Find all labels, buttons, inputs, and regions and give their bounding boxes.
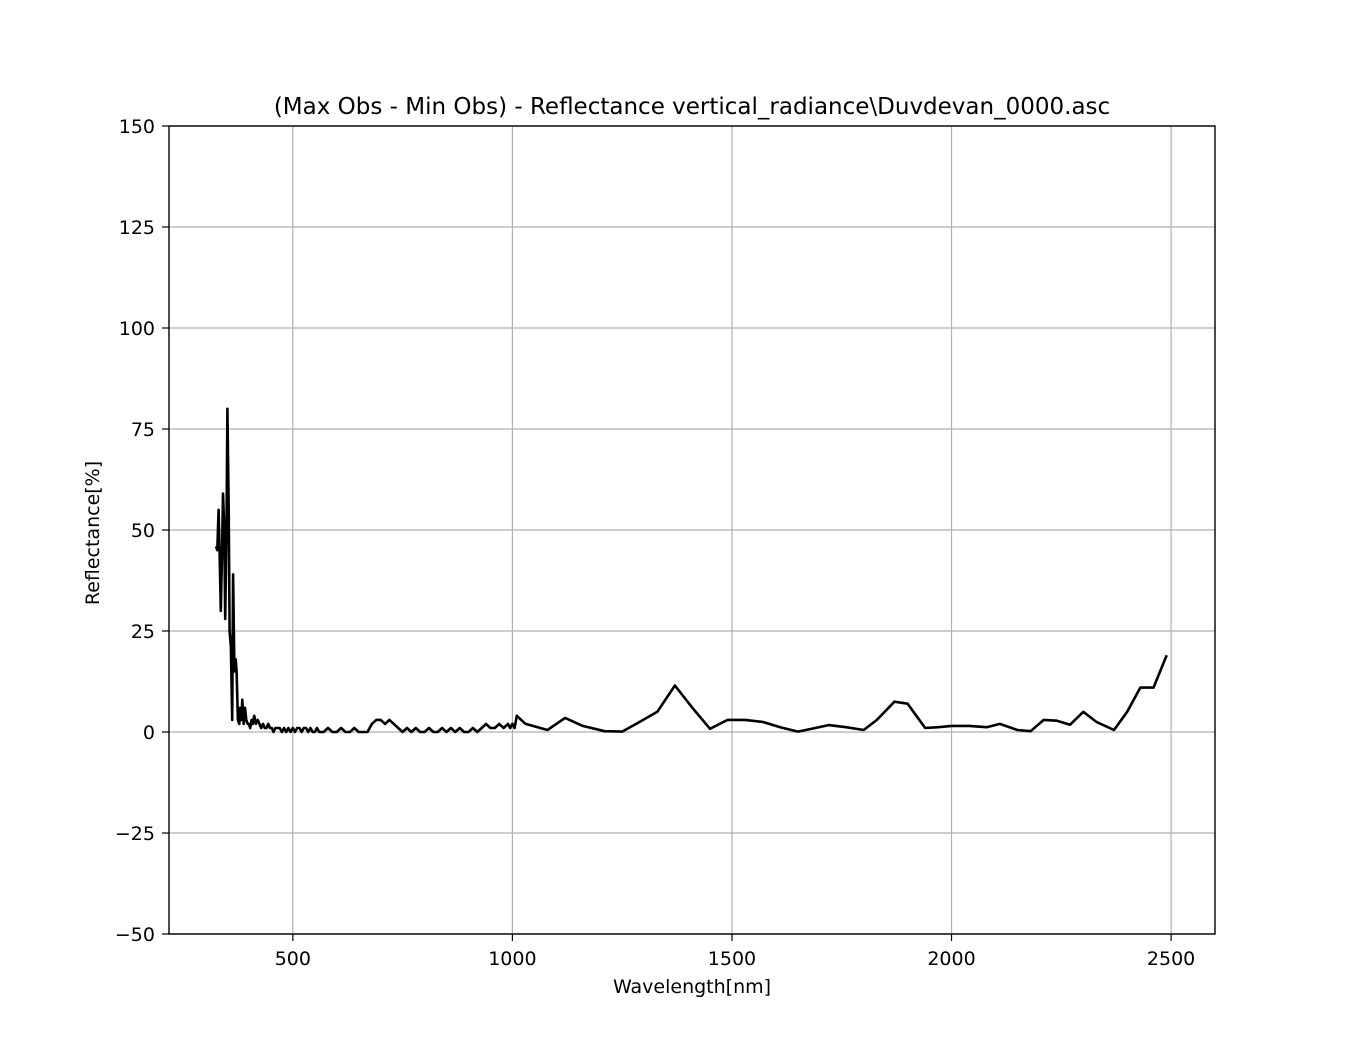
x-tick-label: 500	[275, 948, 311, 970]
y-axis: −50 −25 0 25 50 75 100 125 150	[115, 116, 169, 946]
x-tick-label: 1000	[488, 948, 536, 970]
x-tick-label: 2000	[927, 948, 975, 970]
x-axis-label: Wavelength[nm]	[613, 976, 771, 998]
y-tick-label: 125	[119, 217, 155, 239]
y-tick-label: 100	[119, 318, 155, 340]
series-line	[214, 407, 1168, 734]
y-tick-label: −25	[115, 823, 155, 845]
y-tick-label: 150	[119, 116, 155, 138]
x-tick-label: 1500	[708, 948, 756, 970]
y-axis-label: Reflectance[%]	[82, 461, 104, 605]
y-tick-label: 0	[143, 722, 155, 744]
y-tick-label: 25	[131, 621, 155, 643]
chart-title: (Max Obs - Min Obs) - Reflectance vertic…	[274, 94, 1110, 120]
y-tick-label: −50	[115, 924, 155, 946]
series-line-group	[214, 407, 1168, 734]
x-axis: 500 1000 1500 2000 2500	[275, 934, 1195, 970]
x-tick-label: 2500	[1147, 948, 1195, 970]
y-tick-label: 50	[131, 520, 155, 542]
y-tick-label: 75	[131, 419, 155, 441]
